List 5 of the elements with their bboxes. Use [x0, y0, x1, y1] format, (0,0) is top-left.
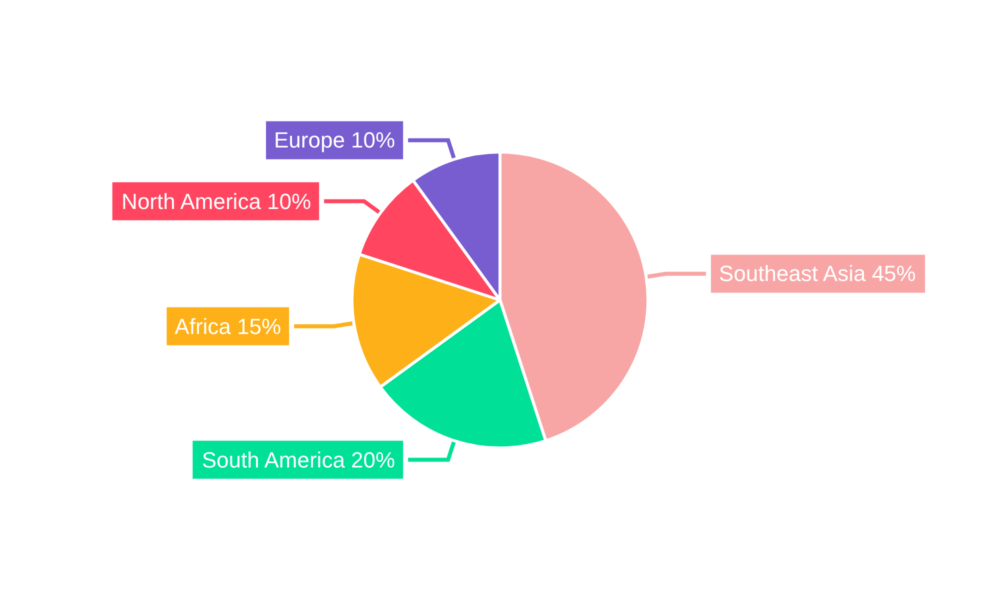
slice-label: Europe 10% — [274, 128, 396, 153]
slice-label: South America 20% — [202, 447, 396, 472]
slice-label: Africa 15% — [174, 314, 282, 339]
slice-label: North America 10% — [122, 188, 312, 214]
slice-label: Southeast Asia 45% — [718, 261, 916, 286]
